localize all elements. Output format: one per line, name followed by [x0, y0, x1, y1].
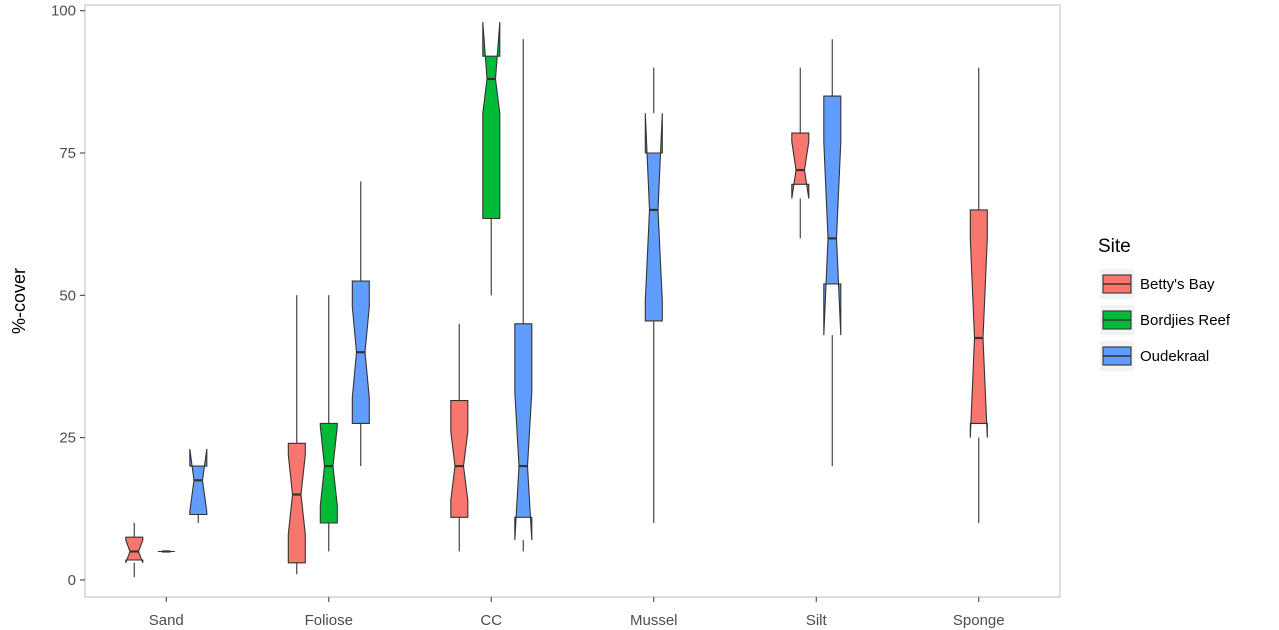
box-body — [823, 95, 842, 336]
y-tick-label: 50 — [59, 287, 76, 304]
box-silt-oudekraal — [823, 39, 842, 467]
box-body — [791, 132, 810, 199]
box-sand-oudekraal — [189, 448, 208, 523]
y-axis-title: %-cover — [9, 268, 29, 334]
box-foliose-bordjies-reef — [319, 295, 338, 552]
box-foliose-betty-s-bay — [287, 295, 306, 575]
legend-label: Oudekraal — [1140, 348, 1209, 365]
box-body — [189, 448, 208, 516]
box-body — [450, 400, 469, 518]
box-body — [125, 536, 144, 563]
box-body — [644, 113, 663, 322]
box-cc-betty-s-bay — [450, 323, 469, 552]
legend-item-bordjies-reef: Bordjies Reef — [1100, 305, 1231, 335]
box-body — [482, 22, 501, 220]
x-axis: Sand Foliose CC Mussel Silt Sponge — [149, 597, 1005, 629]
x-tick-label-silt: Silt — [806, 612, 828, 629]
x-tick-label-cc: CC — [480, 612, 502, 629]
x-tick-label-sand: Sand — [149, 612, 184, 629]
box-sponge-betty-s-bay — [969, 67, 988, 523]
box-cc-bordjies-reef — [482, 22, 501, 296]
box-sand-betty-s-bay — [125, 523, 144, 578]
legend-item-oudekraal: Oudekraal — [1100, 341, 1209, 371]
legend-label: Betty's Bay — [1140, 276, 1215, 293]
y-tick-label: 25 — [59, 430, 76, 447]
panel-border — [84, 4, 1061, 598]
y-axis: 0 25 50 75 100 — [51, 3, 85, 589]
box-body — [514, 323, 533, 541]
x-tick-label-sponge: Sponge — [953, 612, 1005, 629]
y-tick-label: 75 — [59, 145, 76, 162]
box-body — [319, 422, 338, 524]
box-foliose-oudekraal — [351, 181, 370, 467]
legend-label: Bordjies Reef — [1140, 312, 1231, 329]
legend-title: Site — [1098, 236, 1131, 257]
legend: Site Betty's Bay Bordjies Reef Oudekraal — [1098, 236, 1231, 371]
box-body — [969, 209, 988, 438]
x-tick-label-foliose: Foliose — [305, 612, 353, 629]
box-mussel-oudekraal — [644, 67, 663, 523]
x-tick-label-mussel: Mussel — [630, 612, 678, 629]
y-tick-label: 0 — [68, 572, 76, 589]
legend-item-betty-s-bay: Betty's Bay — [1100, 269, 1215, 299]
y-tick-label: 100 — [51, 3, 76, 20]
box-silt-betty-s-bay — [791, 67, 810, 239]
boxes-layer — [125, 22, 988, 578]
box-cc-oudekraal — [514, 39, 533, 552]
box-body — [287, 442, 306, 564]
